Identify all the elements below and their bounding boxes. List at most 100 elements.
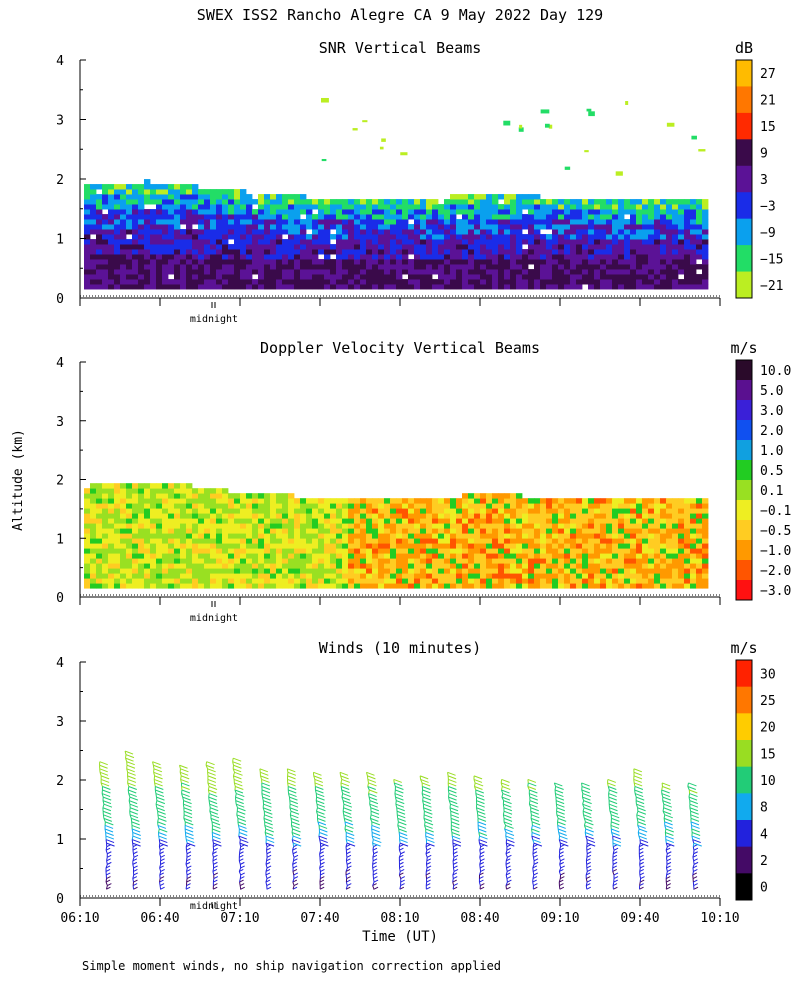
snr-cell <box>372 259 379 265</box>
snr-cell <box>360 254 367 260</box>
doppler-cell <box>480 523 487 529</box>
snr-cell <box>312 284 319 290</box>
doppler-cell <box>120 583 127 589</box>
doppler-cell <box>348 528 355 534</box>
doppler-cell <box>306 563 313 569</box>
doppler-cell <box>264 528 271 534</box>
doppler-cell <box>150 563 157 569</box>
doppler-cell <box>330 518 337 524</box>
doppler-cell <box>444 518 451 524</box>
snr-cell <box>390 219 397 225</box>
doppler-cell <box>612 498 619 504</box>
doppler-cell <box>156 493 163 499</box>
doppler-cell <box>678 563 685 569</box>
doppler-cell <box>96 583 103 589</box>
snr-cell <box>348 204 355 210</box>
doppler-cell <box>228 538 235 544</box>
snr-cell <box>510 249 517 255</box>
snr-cell <box>354 199 361 205</box>
doppler-cell <box>546 568 553 574</box>
snr-cell <box>144 179 151 185</box>
doppler-cell <box>246 553 253 559</box>
snr-cell <box>174 229 181 235</box>
snr-cell <box>690 254 697 260</box>
snr-cell <box>156 214 163 220</box>
doppler-cell <box>462 538 469 544</box>
doppler-cell <box>366 553 373 559</box>
snr-cell <box>678 224 685 230</box>
snr-cell <box>594 239 601 245</box>
doppler-cell <box>114 518 121 524</box>
doppler-cell <box>96 518 103 524</box>
snr-cell <box>612 244 619 250</box>
snr-cell <box>408 269 415 275</box>
wind-barb-staff <box>185 860 188 865</box>
wind-barb <box>292 865 298 869</box>
snr-cell <box>162 194 169 200</box>
snr-cell <box>606 244 613 250</box>
snr-cell <box>438 249 445 255</box>
doppler-cell <box>642 503 649 509</box>
wind-barb-staff <box>292 878 295 883</box>
doppler-cell <box>510 538 517 544</box>
snr-cell <box>276 224 283 230</box>
snr-cell <box>216 214 223 220</box>
doppler-cell <box>174 538 181 544</box>
wind-barb <box>292 828 301 833</box>
wind-barb <box>263 817 273 822</box>
wind-barb <box>157 810 166 815</box>
snr-cell <box>144 244 151 250</box>
snr-cell <box>636 219 643 225</box>
snr-cell <box>258 234 265 240</box>
wind-barb <box>425 844 431 848</box>
doppler-cell <box>126 563 133 569</box>
wind-barb-staff <box>239 885 242 890</box>
snr-cell <box>300 254 307 260</box>
snr-cell <box>606 284 613 290</box>
doppler-cell <box>252 523 259 529</box>
snr-cell <box>228 279 235 285</box>
doppler-cell <box>156 583 163 589</box>
doppler-cell <box>648 543 655 549</box>
wind-barb <box>183 817 192 822</box>
doppler-cell <box>144 568 151 574</box>
snr-cell <box>198 234 205 240</box>
snr-cell <box>642 274 649 280</box>
snr-cell <box>210 284 217 290</box>
doppler-cell <box>318 503 325 509</box>
doppler-cell <box>504 578 511 584</box>
doppler-cell <box>438 523 445 529</box>
doppler-cell <box>186 523 193 529</box>
snr-cell <box>84 209 91 215</box>
snr-cell <box>198 244 205 250</box>
doppler-cell <box>336 558 343 564</box>
snr-cell <box>186 224 193 230</box>
doppler-cell <box>648 508 655 514</box>
snr-speckle <box>321 97 329 103</box>
doppler-cell <box>528 563 535 569</box>
wind-barb-staff <box>344 825 346 830</box>
snr-cell <box>480 194 487 200</box>
snr-cell <box>408 244 415 250</box>
doppler-cell <box>462 503 469 509</box>
snr-cell <box>612 219 619 225</box>
doppler-cell <box>336 548 343 554</box>
doppler-cell <box>576 518 583 524</box>
doppler-cell <box>438 533 445 539</box>
doppler-cell <box>162 578 169 584</box>
snr-cell <box>450 199 457 205</box>
doppler-cell <box>678 513 685 519</box>
doppler-cell <box>684 513 691 519</box>
snr-cell <box>126 224 133 230</box>
snr-cell <box>612 249 619 255</box>
wind-barb <box>105 869 111 872</box>
snr-cell <box>342 219 349 225</box>
doppler-cell <box>198 553 205 559</box>
doppler-cell <box>96 523 103 529</box>
wind-barb <box>237 807 246 812</box>
wind-barb <box>320 876 325 879</box>
wind-profile <box>312 771 329 890</box>
wind-barb <box>399 858 404 862</box>
snr-cell <box>102 279 109 285</box>
doppler-cell <box>444 568 451 574</box>
